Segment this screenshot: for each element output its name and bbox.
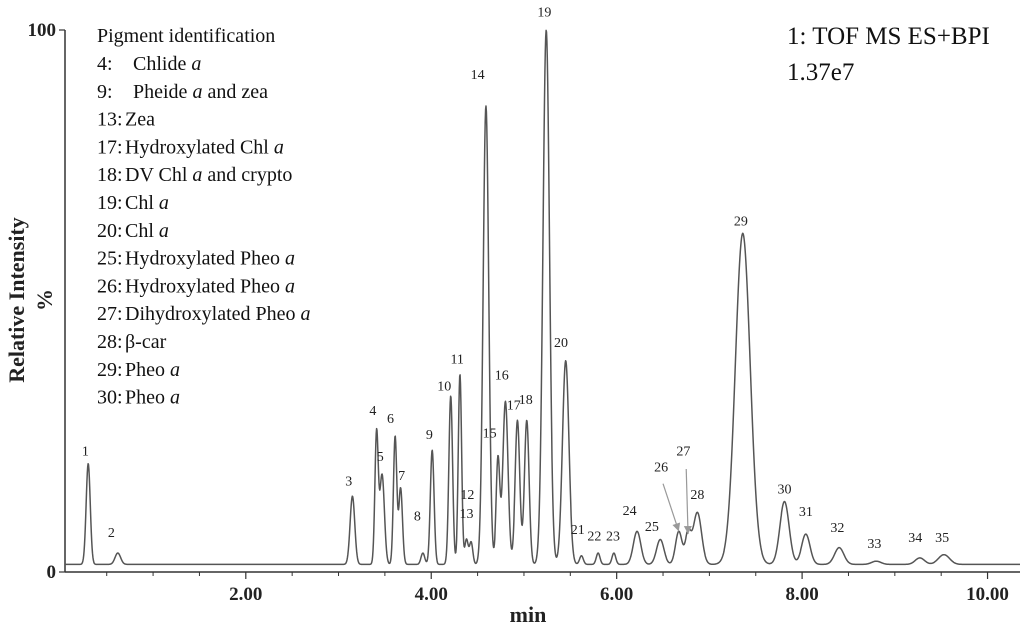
peak-label: 11 xyxy=(450,352,463,367)
peak-label: 10 xyxy=(437,379,451,394)
x-tick-label: 10.00 xyxy=(966,584,1009,605)
legend: Pigment identification 4: Chlide a 9: Pheid… xyxy=(97,25,311,409)
legend-item: 26: Hydroxylated Pheo a xyxy=(97,275,295,297)
legend-item: 9: Pheide a and zea xyxy=(97,81,268,103)
y-axis-unit: % xyxy=(32,289,57,311)
peak-label: 13 xyxy=(459,507,473,522)
annotation-arrow-head xyxy=(672,522,681,532)
peak-label: 6 xyxy=(387,412,394,427)
peak-label: 2 xyxy=(108,526,115,541)
peak-label: 25 xyxy=(645,520,659,535)
x-tick-label: 4.00 xyxy=(415,584,448,605)
peak-label: 27 xyxy=(676,444,690,459)
legend-item: 20: Chl a xyxy=(97,220,169,242)
peak-label: 34 xyxy=(908,531,922,546)
legend-item: 25: Hydroxylated Pheo a xyxy=(97,248,295,270)
x-tick-label: 8.00 xyxy=(785,584,818,605)
peak-label: 9 xyxy=(426,428,433,443)
annotation-arrow-line xyxy=(685,469,689,535)
legend-item: 27: Dihydroxylated Pheo a xyxy=(97,303,311,325)
info-intensity-value: 1.37e7 xyxy=(787,59,854,86)
peak-label: 30 xyxy=(777,482,791,497)
peak-label: 33 xyxy=(867,537,881,552)
peak-label: 14 xyxy=(471,68,485,83)
peak-label: 1 xyxy=(82,444,89,459)
annotation-arrow-head xyxy=(683,525,692,535)
legend-item: 4: Chlide a xyxy=(97,53,201,75)
peak-label: 8 xyxy=(414,510,421,525)
peak-label: 16 xyxy=(495,369,509,384)
legend-item: 29: Pheo a xyxy=(97,359,180,381)
peak-label: 5 xyxy=(377,450,384,465)
peak-label: 4 xyxy=(369,404,376,419)
legend-item: 17: Hydroxylated Chl a xyxy=(97,136,284,158)
annotation-arrows xyxy=(662,469,692,535)
peak-label: 32 xyxy=(830,521,844,536)
peak-label: 24 xyxy=(623,504,637,519)
axes xyxy=(64,30,1020,573)
x-axis-title: min xyxy=(510,602,547,627)
peak-label: 26 xyxy=(654,461,668,476)
peak-label: 23 xyxy=(606,530,620,545)
peak-label: 12 xyxy=(460,488,474,503)
x-tick-label: 2.00 xyxy=(229,584,262,605)
peak-label: 31 xyxy=(799,505,813,520)
peak-label: 3 xyxy=(345,474,352,489)
peak-label: 19 xyxy=(537,5,551,20)
peak-label: 22 xyxy=(587,530,601,545)
peak-label: 15 xyxy=(483,427,497,442)
y-tick-label: 0 xyxy=(47,562,57,583)
y-axis-title: Relative Intensity xyxy=(4,217,29,383)
peak-label: 21 xyxy=(571,523,585,538)
legend-item: 18: DV Chl a and crypto xyxy=(97,164,292,186)
legend-item: 19: Chl a xyxy=(97,192,169,214)
peak-label: 7 xyxy=(398,469,405,484)
legend-item: 28: β-car xyxy=(97,331,167,353)
x-tick-label: 6.00 xyxy=(600,584,633,605)
peak-label: 18 xyxy=(519,393,533,408)
legend-item: 13: Zea xyxy=(97,109,155,131)
annotation-arrow-line xyxy=(662,483,680,532)
peak-label: 17 xyxy=(507,398,521,413)
peak-label: 28 xyxy=(690,488,704,503)
info-acquisition-label: 1: TOF MS ES+BPI xyxy=(787,23,990,50)
legend-item: 30: Pheo a xyxy=(97,387,180,409)
peak-label: 20 xyxy=(554,336,568,351)
x-ticks: 2.00 4.00 6.00 8.00 10.00 xyxy=(106,572,1009,605)
legend-title: Pigment identification xyxy=(97,25,275,47)
chromatogram-trace xyxy=(64,29,1021,566)
peak-label: 29 xyxy=(734,215,748,230)
y-tick-label: 100 xyxy=(28,20,57,41)
peak-label: 35 xyxy=(935,531,949,546)
y-ticks: 0 100 xyxy=(28,20,65,583)
